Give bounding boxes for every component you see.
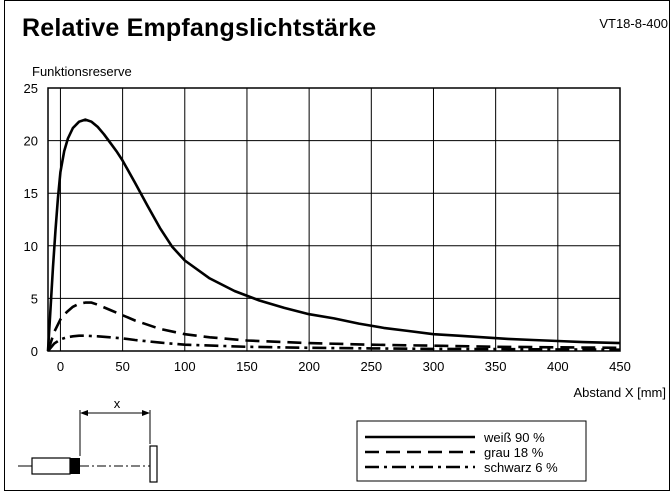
sensor-lens <box>70 458 80 474</box>
x-tick-label: 350 <box>485 359 507 374</box>
x-tick-label: 250 <box>360 359 382 374</box>
y-tick-label: 10 <box>24 239 38 254</box>
x-tick-label: 50 <box>115 359 129 374</box>
sensor-body <box>31 457 71 475</box>
x-tick-label: 200 <box>298 359 320 374</box>
figure-frame <box>4 0 670 491</box>
y-axis-label: Funktionsreserve <box>32 64 132 79</box>
product-code: VT18-8-400 <box>599 16 668 31</box>
target-object <box>149 445 158 483</box>
sensor-distance-diagram: x <box>18 396 158 483</box>
dimension-arrow-left <box>80 410 88 416</box>
x-tick-label: 0 <box>57 359 64 374</box>
legend-box <box>356 420 587 482</box>
y-tick-label: 5 <box>31 291 38 306</box>
x-tick-label: 400 <box>547 359 569 374</box>
legend-label: schwarz 6 % <box>484 460 558 475</box>
x-tick-label: 450 <box>609 359 631 374</box>
y-tick-label: 15 <box>24 186 38 201</box>
x-tick-label: 100 <box>174 359 196 374</box>
legend-label: weiß 90 % <box>483 430 545 445</box>
series-line-0 <box>46 118 621 352</box>
x-tick-label: 300 <box>423 359 445 374</box>
series-line-2 <box>47 334 621 352</box>
chart-title: Relative Empfangslichtstärke <box>22 14 377 42</box>
distance-label: x <box>114 396 121 411</box>
x-tick-label: 150 <box>236 359 258 374</box>
grid-lines <box>48 87 621 352</box>
series-line-1 <box>46 301 621 352</box>
x-axis-label: Abstand X [mm] <box>574 385 666 400</box>
legend: weiß 90 %grau 18 %schwarz 6 % <box>356 420 587 482</box>
plot-frame <box>47 87 621 352</box>
y-tick-label: 25 <box>24 81 38 96</box>
dimension-arrow-right <box>142 410 150 416</box>
tick-labels: 0 50 100 150 200 250 300 350 400 450 0 5 10 15 20 25 <box>24 81 631 374</box>
y-tick-label: 0 <box>31 344 38 359</box>
series-lines <box>46 118 621 352</box>
y-tick-label: 20 <box>24 134 38 149</box>
legend-label: grau 18 % <box>484 445 544 460</box>
